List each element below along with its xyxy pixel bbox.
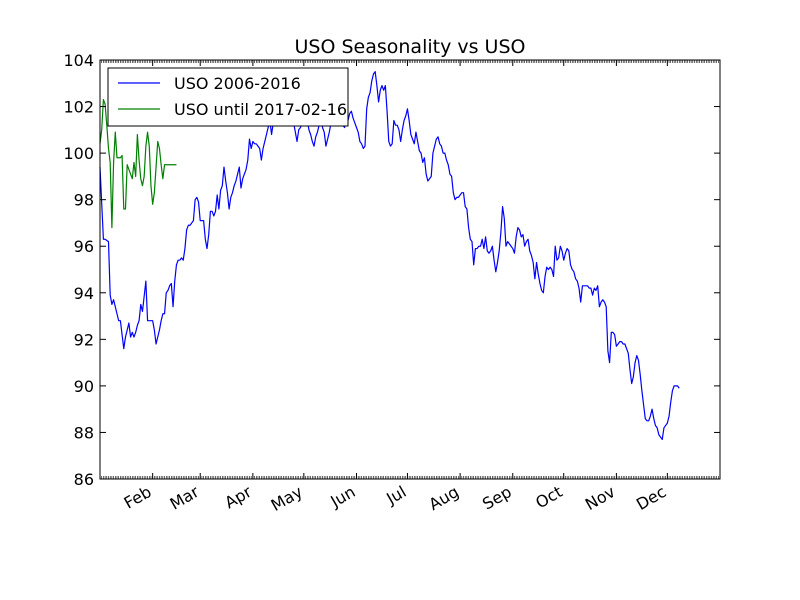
y-tick-label-94: 94 xyxy=(74,284,94,303)
y-tick-label-96: 96 xyxy=(74,237,94,256)
y-tick-label-102: 102 xyxy=(63,98,94,117)
plot-border xyxy=(99,59,721,480)
legend-label-uso-2006-2016: USO 2006-2016 xyxy=(174,74,301,93)
legend-box xyxy=(107,67,349,127)
y-axis: 86 88 90 92 94 96 98 100 102 104 xyxy=(63,51,720,489)
chart-title: USO Seasonality vs USO xyxy=(295,36,526,58)
series-layer xyxy=(99,71,680,441)
series-line-uso-until-2017-02-16 xyxy=(99,98,177,229)
legend: USO 2006-2016 USO until 2017-02-16 xyxy=(107,67,349,127)
y-tick-label-88: 88 xyxy=(74,423,94,442)
y-tick-label-100: 100 xyxy=(63,144,94,163)
x-minor-ticks xyxy=(99,60,721,479)
series-line-uso-2006-2016 xyxy=(99,71,680,441)
y-tick-label-86: 86 xyxy=(74,470,94,489)
y-tick-label-104: 104 xyxy=(63,51,94,70)
y-tick-label-98: 98 xyxy=(74,191,94,210)
legend-label-uso-until-2017: USO until 2017-02-16 xyxy=(174,100,347,119)
x-minor-tick-marks xyxy=(99,60,721,479)
y-tick-label-90: 90 xyxy=(74,377,94,396)
y-tick-label-92: 92 xyxy=(74,330,94,349)
